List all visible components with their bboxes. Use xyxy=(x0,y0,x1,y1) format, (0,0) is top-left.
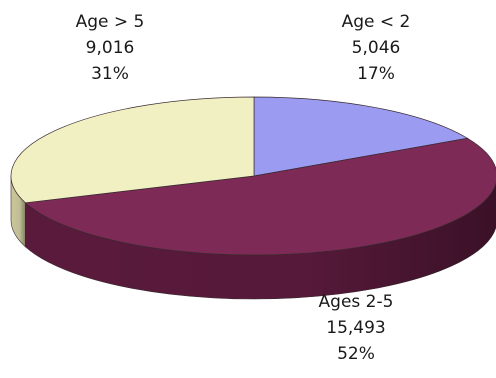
label-ages-2-5-name: Ages 2-5 xyxy=(319,292,394,312)
label-age-over-5-value: 9,016 xyxy=(86,38,135,58)
label-age-over-5-percent: 31% xyxy=(91,64,129,84)
label-age-over-5-name: Age > 5 xyxy=(76,12,145,32)
pie-side-shade-age-5 xyxy=(11,176,26,247)
label-age-under-2-value: 5,046 xyxy=(352,38,401,58)
label-age-under-2-percent: 17% xyxy=(357,64,395,84)
pie-slice-age-5 xyxy=(10,96,255,204)
pie-side-shade-ages-2-5 xyxy=(25,182,496,299)
pie-slice-age-2 xyxy=(253,96,469,177)
pie-sides xyxy=(10,175,496,300)
label-ages-2-5-value: 15,493 xyxy=(326,318,385,338)
pie-tops xyxy=(10,96,496,256)
label-ages-2-5-percent: 52% xyxy=(337,344,375,364)
pie-slice-ages-2-5 xyxy=(24,137,496,256)
label-age-under-2-name: Age < 2 xyxy=(342,12,411,32)
